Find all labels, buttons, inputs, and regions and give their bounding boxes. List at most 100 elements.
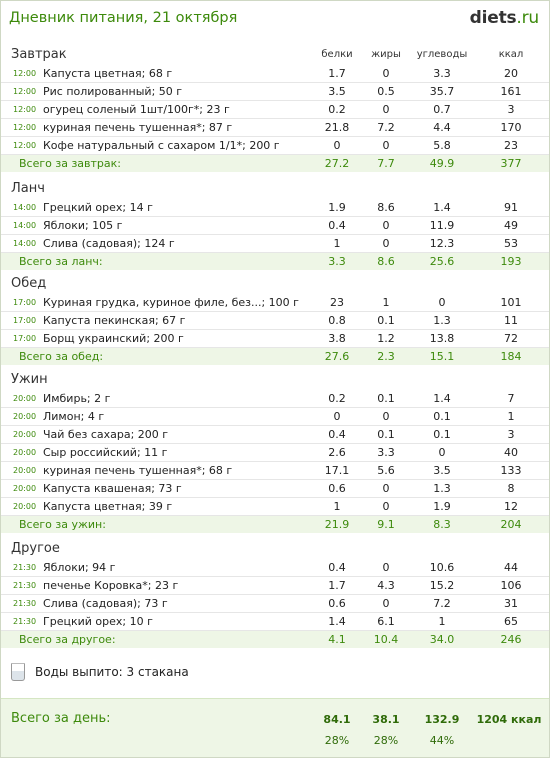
food-name: Рис полированный; 50 г: [43, 85, 183, 98]
food-row[interactable]: 20:00 Капуста цветная; 39 г 1 0 1.9 12: [1, 498, 549, 516]
food-time: 21:30: [13, 617, 37, 626]
col-kcal: ккал: [498, 49, 524, 60]
page-title: Дневник питания, 21 октября: [9, 10, 238, 26]
day-total: Всего за день: 84.1 38.1 132.9 1204 ккал…: [1, 698, 549, 757]
food-name: Борщ украинский; 200 г: [43, 332, 184, 345]
food-row[interactable]: 12:00 куриная печень тушенная*; 87 г 21.8 7…: [1, 119, 549, 137]
food-carbs: 15.2: [429, 579, 455, 592]
food-kcal: 8: [507, 482, 515, 495]
food-carbs: 1.4: [433, 392, 451, 405]
food-time: 21:30: [13, 599, 37, 608]
meal-section: Обед 17:00 Куриная грудка, куриное филе, б…: [1, 274, 549, 365]
meal-total-row: Всего за ужин: 21.9 9.1 8.3 204: [1, 516, 549, 533]
food-fat: 0.5: [377, 85, 395, 98]
food-fat: 8.6: [377, 201, 395, 214]
food-name: Куриная грудка, куриное филе, без...; 10…: [43, 296, 299, 309]
meal-total-fat: 10.4: [373, 633, 399, 646]
meal-total-carbs: 49.9: [429, 157, 455, 170]
food-protein: 3.8: [328, 332, 346, 345]
day-carbs-pct: 44%: [429, 734, 455, 747]
day-kcal: 1204 ккал: [476, 713, 542, 726]
food-protein: 0.4: [328, 428, 346, 441]
food-time: 20:00: [13, 394, 37, 403]
food-time: 14:00: [13, 239, 37, 248]
food-carbs: 1.4: [433, 201, 451, 214]
food-name: Грецкий орех; 10 г: [43, 615, 153, 628]
food-row[interactable]: 21:30 печенье Коровка*; 23 г 1.7 4.3 15.2 106: [1, 577, 549, 595]
food-carbs: 13.8: [429, 332, 455, 345]
meal-total-carbs: 25.6: [429, 255, 455, 268]
food-name: Имбирь; 2 г: [43, 392, 111, 405]
food-fat: 0: [382, 237, 390, 250]
site-logo[interactable]: diets.ru: [470, 8, 540, 28]
food-kcal: 44: [504, 561, 518, 574]
food-kcal: 161: [500, 85, 522, 98]
food-fat: 0: [382, 139, 390, 152]
food-protein: 1.4: [328, 615, 346, 628]
food-protein: 0.6: [328, 597, 346, 610]
food-row[interactable]: 12:00 Кофе натуральный с сахаром 1/1*; 20…: [1, 137, 549, 155]
food-fat: 1.2: [377, 332, 395, 345]
food-row[interactable]: 17:00 Борщ украинский; 200 г 3.8 1.2 13.8 72: [1, 330, 549, 348]
food-row[interactable]: 14:00 Слива (садовая); 124 г 1 0 12.3 53: [1, 235, 549, 253]
food-row[interactable]: 20:00 Сыр российский; 11 г 2.6 3.3 0 40: [1, 444, 549, 462]
food-row[interactable]: 20:00 куриная печень тушенная*; 68 г 17.1 5…: [1, 462, 549, 480]
food-row[interactable]: 20:00 Капуста квашеная; 73 г 0.6 0 1.3 8: [1, 480, 549, 498]
food-time: 12:00: [13, 105, 37, 114]
header: Дневник питания, 21 октября diets.ru: [1, 1, 549, 35]
food-row[interactable]: 17:00 Капуста пекинская; 67 г 0.8 0.1 1.3 11: [1, 312, 549, 330]
food-time: 20:00: [13, 484, 37, 493]
food-fat: 0: [382, 561, 390, 574]
meal-section: Завтрак 12:00 Капуста цветная; 68 г 1.7 0 3.3…: [1, 45, 549, 172]
food-name: Сыр российский; 11 г: [43, 446, 168, 459]
food-fat: 4.3: [377, 579, 395, 592]
food-row[interactable]: 20:00 Лимон; 4 г 0 0 0.1 1: [1, 408, 549, 426]
food-row[interactable]: 12:00 огурец соленый 1шт/100г*; 23 г 0.2 0 0…: [1, 101, 549, 119]
food-row[interactable]: 21:30 Слива (садовая); 73 г 0.6 0 7.2 31: [1, 595, 549, 613]
food-row[interactable]: 14:00 Грецкий орех; 14 г 1.9 8.6 1.4 91: [1, 199, 549, 217]
food-protein: 21.8: [324, 121, 350, 134]
food-row[interactable]: 20:00 Имбирь; 2 г 0.2 0.1 1.4 7: [1, 390, 549, 408]
food-kcal: 133: [500, 464, 522, 477]
food-row[interactable]: 17:00 Куриная грудка, куриное филе, без..…: [1, 294, 549, 312]
food-time: 12:00: [13, 141, 37, 150]
food-row[interactable]: 20:00 Чай без сахара; 200 г 0.4 0.1 0.1 3: [1, 426, 549, 444]
food-fat: 0: [382, 103, 390, 116]
food-kcal: 106: [500, 579, 522, 592]
food-carbs: 35.7: [429, 85, 455, 98]
food-time: 12:00: [13, 87, 37, 96]
food-fat: 0: [382, 67, 390, 80]
food-carbs: 0.7: [433, 103, 451, 116]
food-time: 20:00: [13, 412, 37, 421]
food-kcal: 11: [504, 314, 518, 327]
food-time: 20:00: [13, 466, 37, 475]
food-row[interactable]: 14:00 Яблоки; 105 г 0.4 0 11.9 49: [1, 217, 549, 235]
day-protein-pct: 28%: [324, 734, 350, 747]
food-kcal: 7: [507, 392, 515, 405]
food-time: 17:00: [13, 334, 37, 343]
day-fat: 38.1: [372, 713, 400, 726]
day-carbs: 132.9: [424, 713, 460, 726]
meal-total-kcal: 377: [500, 157, 522, 170]
meal-total-row: Всего за ланч: 3.3 8.6 25.6 193: [1, 253, 549, 270]
meal-total-label: Всего за ланч:: [19, 255, 103, 268]
food-time: 14:00: [13, 203, 37, 212]
meal-total-protein: 21.9: [324, 518, 350, 531]
food-kcal: 3: [507, 103, 515, 116]
food-name: огурец соленый 1шт/100г*; 23 г: [43, 103, 230, 116]
food-time: 17:00: [13, 316, 37, 325]
food-name: Кофе натуральный с сахаром 1/1*; 200 г: [43, 139, 280, 152]
food-protein: 3.5: [328, 85, 346, 98]
food-row[interactable]: 21:30 Грецкий орех; 10 г 1.4 6.1 1 65: [1, 613, 549, 631]
food-fat: 1: [382, 296, 390, 309]
food-carbs: 4.4: [433, 121, 451, 134]
food-row[interactable]: 12:00 Рис полированный; 50 г 3.5 0.5 35.7 161: [1, 83, 549, 101]
food-protein: 1: [333, 237, 341, 250]
food-fat: 0: [382, 219, 390, 232]
meal-total-protein: 3.3: [328, 255, 346, 268]
food-row[interactable]: 21:30 Яблоки; 94 г 0.4 0 10.6 44: [1, 559, 549, 577]
meal-total-kcal: 204: [500, 518, 522, 531]
meal-total-fat: 8.6: [377, 255, 395, 268]
food-row[interactable]: 12:00 Капуста цветная; 68 г 1.7 0 3.3 20: [1, 65, 549, 83]
food-name: Капуста квашеная; 73 г: [43, 482, 182, 495]
